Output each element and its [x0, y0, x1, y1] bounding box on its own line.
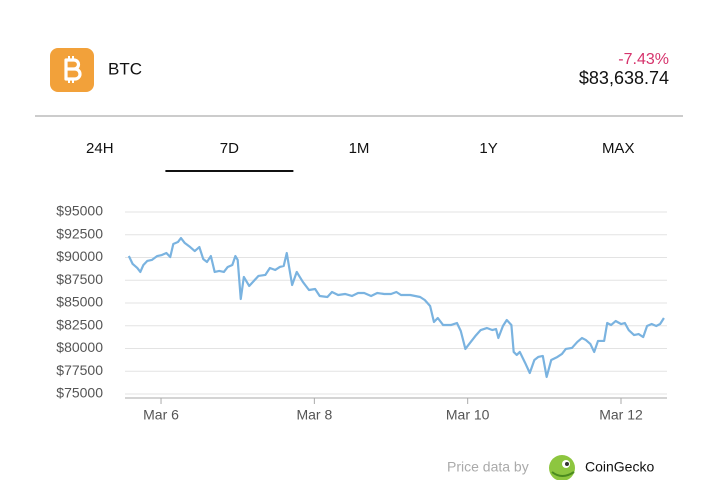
coingecko-logo — [549, 455, 575, 480]
y-tick-label: $82500 — [56, 316, 103, 332]
tab[interactable]: 24H — [86, 140, 114, 157]
y-tick-label: $77500 — [56, 362, 103, 378]
y-tick-label: $90000 — [56, 248, 103, 264]
tab[interactable]: MAX — [602, 140, 635, 157]
x-tick-label: Mar 10 — [446, 407, 490, 423]
price-line — [127, 236, 665, 379]
y-tick-label: $75000 — [56, 385, 103, 401]
x-tick-label: Mar 8 — [296, 407, 332, 423]
x-tick-label: Mar 12 — [599, 407, 643, 423]
tab[interactable]: 1Y — [479, 140, 497, 157]
price: $83,638.74 — [579, 68, 669, 88]
brand: CoinGecko — [585, 459, 654, 475]
y-tick-label: $80000 — [56, 339, 103, 355]
attribution: Price data by — [447, 459, 529, 475]
y-tick-label: $95000 — [56, 203, 103, 219]
coin-symbol: BTC — [108, 59, 142, 78]
bitcoin-glyph — [64, 56, 82, 83]
tab[interactable]: 1M — [349, 140, 370, 157]
x-tick-label: Mar 6 — [143, 407, 179, 423]
y-tick-label: $87500 — [56, 271, 103, 287]
y-tick-label: $92500 — [56, 225, 103, 241]
tab[interactable]: 7D — [220, 140, 239, 157]
y-tick-label: $85000 — [56, 294, 103, 310]
price-change: -7.43% — [618, 51, 669, 68]
